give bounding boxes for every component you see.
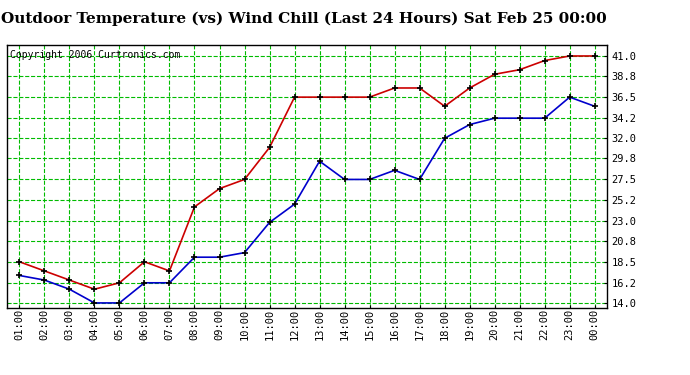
Text: Outdoor Temperature (vs) Wind Chill (Last 24 Hours) Sat Feb 25 00:00: Outdoor Temperature (vs) Wind Chill (Las… [1,11,607,26]
Text: Copyright 2006 Curtronics.com: Copyright 2006 Curtronics.com [10,50,180,60]
